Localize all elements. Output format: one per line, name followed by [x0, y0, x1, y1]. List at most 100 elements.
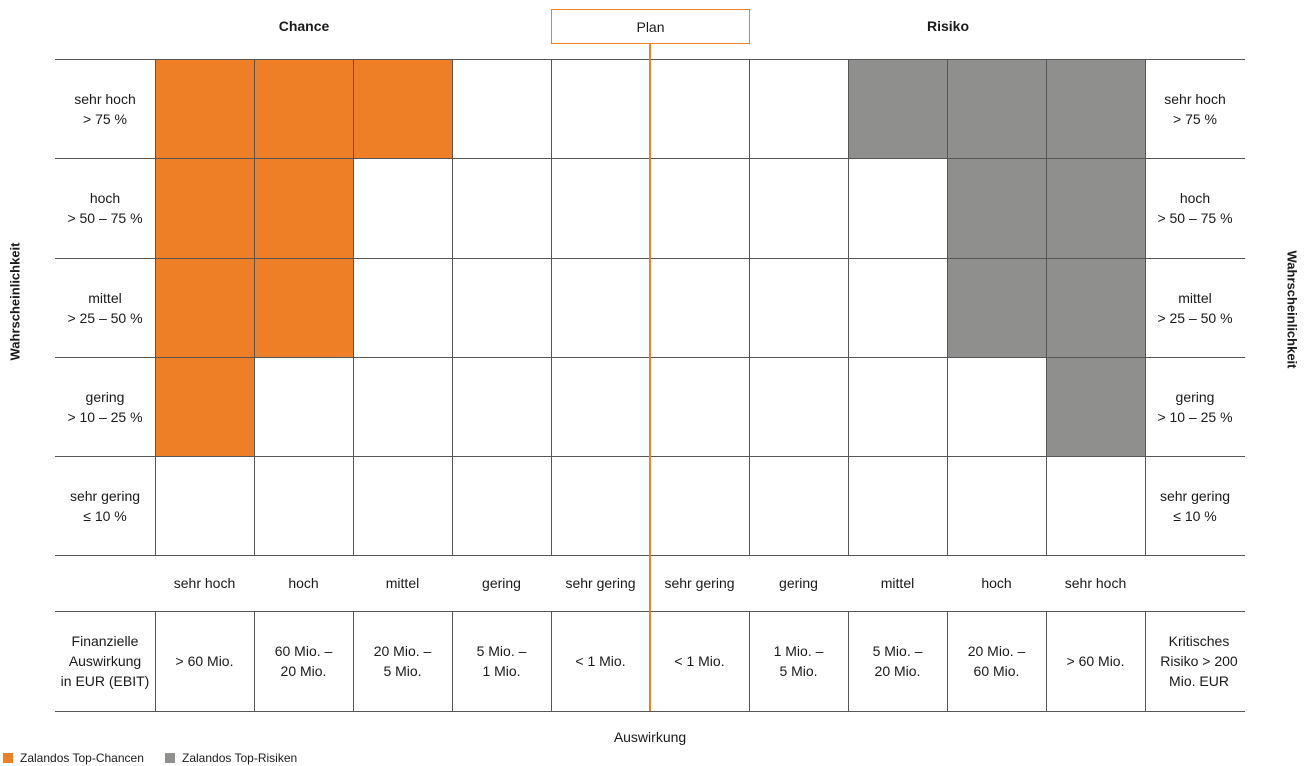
grid-line — [947, 611, 948, 711]
financial-value: 20 Mio. – 5 Mio. — [353, 611, 452, 711]
chance-cell — [353, 59, 452, 158]
grid-line — [551, 59, 552, 555]
probability-label-left: sehr hoch > 75 % — [55, 59, 155, 158]
financial-value-line: 20 Mio. – — [967, 643, 1026, 659]
financial-value-line: 60 Mio. – — [274, 643, 333, 659]
legend-risk-label: Zalandos Top-Risiken — [182, 751, 298, 765]
risiko-header: Risiko — [926, 18, 969, 34]
axis-title: Auswirkung — [613, 729, 687, 745]
chance-cell — [155, 357, 254, 456]
risk-cell — [1046, 158, 1145, 258]
risk-cell — [947, 59, 1046, 158]
financial-value-line: 60 Mio. — [973, 663, 1020, 679]
risk-cell — [1046, 258, 1145, 357]
probability-label-right: sehr gering ≤ 10 % — [1145, 456, 1245, 555]
financial-value: > 60 Mio. — [155, 611, 254, 711]
probability-range: > 75 % — [1173, 110, 1217, 127]
risk-cell — [1046, 59, 1145, 158]
critical-risk-label-line: Kritisches — [1168, 633, 1230, 649]
financial-impact-label: Finanzielle Auswirkung in EUR (EBIT) — [55, 611, 155, 711]
grid-line — [452, 59, 453, 555]
grid-line — [1145, 59, 1146, 555]
legend-risk-swatch — [165, 753, 175, 763]
probability-label-left: mittel > 25 – 50 % — [55, 258, 155, 357]
financial-value-line: > 60 Mio. — [1066, 653, 1125, 669]
impact-level-label: gering — [779, 575, 818, 591]
financial-value: 5 Mio. – 20 Mio. — [848, 611, 947, 711]
probability-label-left: hoch > 50 – 75 % — [55, 158, 155, 258]
grid-line — [749, 59, 750, 555]
risk-cell — [947, 258, 1046, 357]
financial-value: < 1 Mio. — [650, 611, 749, 711]
impact-level-label: gering — [482, 575, 521, 591]
financial-value: < 1 Mio. — [551, 611, 650, 711]
probability-range: ≤ 10 % — [1173, 507, 1217, 524]
chance-header: Chance — [278, 18, 330, 34]
probability-range: > 50 – 75 % — [67, 210, 143, 226]
probability-level: sehr hoch — [1164, 90, 1226, 107]
grid-line — [353, 59, 354, 555]
legend-chance-label: Zalandos Top-Chancen — [20, 751, 144, 765]
probability-label-right: sehr hoch > 75 % — [1145, 59, 1245, 158]
financial-value-line: < 1 Mio. — [674, 653, 725, 669]
financial-value-line: 5 Mio. – — [872, 643, 923, 659]
risk-cell — [947, 158, 1046, 258]
probability-level: mittel — [88, 289, 122, 306]
probability-level: mittel — [1178, 289, 1212, 306]
probability-label-left: sehr gering ≤ 10 % — [55, 456, 155, 555]
legend-chance-swatch — [3, 753, 13, 763]
financial-value: 1 Mio. – 5 Mio. — [749, 611, 848, 711]
risk-cell — [1046, 357, 1145, 456]
chance-cell — [155, 258, 254, 357]
financial-value-line: 5 Mio. – — [476, 643, 527, 659]
financial-value-line: 1 Mio. — [482, 663, 521, 679]
financial-value: 5 Mio. – 1 Mio. — [452, 611, 551, 711]
critical-risk-label: Kritisches Risiko > 200 Mio. EUR — [1145, 611, 1253, 711]
financial-impact-label-line: Finanzielle — [71, 633, 139, 649]
plan-box: Plan — [551, 9, 750, 44]
financial-value-line: 1 Mio. – — [773, 643, 824, 659]
probability-level: gering — [1175, 388, 1215, 405]
impact-level-label: sehr gering — [664, 575, 735, 591]
probability-range: > 25 – 50 % — [67, 309, 143, 326]
probability-level: sehr hoch — [74, 90, 136, 107]
financial-value-line: 5 Mio. — [383, 663, 422, 679]
critical-risk-label-line: Mio. EUR — [1169, 673, 1229, 689]
probability-range: > 25 – 50 % — [1157, 309, 1233, 326]
probability-level: sehr gering — [69, 487, 141, 504]
left-axis-label: Wahrscheinlichkeit — [7, 242, 23, 361]
financial-value: 60 Mio. – 20 Mio. — [254, 611, 353, 711]
impact-level-label: mittel — [385, 575, 420, 591]
probability-label-right: mittel > 25 – 50 % — [1145, 258, 1245, 357]
impact-level-label: hoch — [288, 575, 319, 591]
chance-cell — [155, 158, 254, 258]
probability-level: gering — [85, 388, 125, 405]
grid-line — [848, 59, 849, 555]
impact-level-label: hoch — [981, 575, 1012, 591]
probability-level: sehr gering — [1159, 487, 1231, 504]
impact-level-label: sehr hoch — [173, 575, 236, 591]
chance-cell — [155, 59, 254, 158]
grid-line — [353, 611, 354, 711]
grid-line — [749, 611, 750, 711]
financial-value-line: < 1 Mio. — [575, 653, 626, 669]
right-axis-label: Wahrscheinlichkeit — [1284, 250, 1300, 369]
financial-value: 20 Mio. – 60 Mio. — [947, 611, 1046, 711]
grid-line — [155, 59, 156, 555]
financial-impact-label-line: in EUR (EBIT) — [60, 673, 150, 689]
financial-value: > 60 Mio. — [1046, 611, 1145, 711]
impact-level-label: sehr hoch — [1064, 575, 1127, 591]
probability-range: > 50 – 75 % — [1157, 210, 1233, 226]
probability-range: ≤ 10 % — [83, 507, 127, 524]
grid-line — [254, 59, 255, 555]
probability-range: > 75 % — [83, 110, 127, 127]
grid-line — [1046, 59, 1047, 555]
probability-range: > 10 – 25 % — [1157, 408, 1233, 425]
grid-line — [947, 59, 948, 555]
chance-cell — [254, 59, 353, 158]
financial-value-line: 20 Mio. — [280, 663, 327, 679]
probability-level: hoch — [89, 190, 121, 206]
financial-value-line: 20 Mio. – — [373, 643, 432, 659]
grid-line — [1145, 611, 1146, 711]
chance-cell — [254, 158, 353, 258]
